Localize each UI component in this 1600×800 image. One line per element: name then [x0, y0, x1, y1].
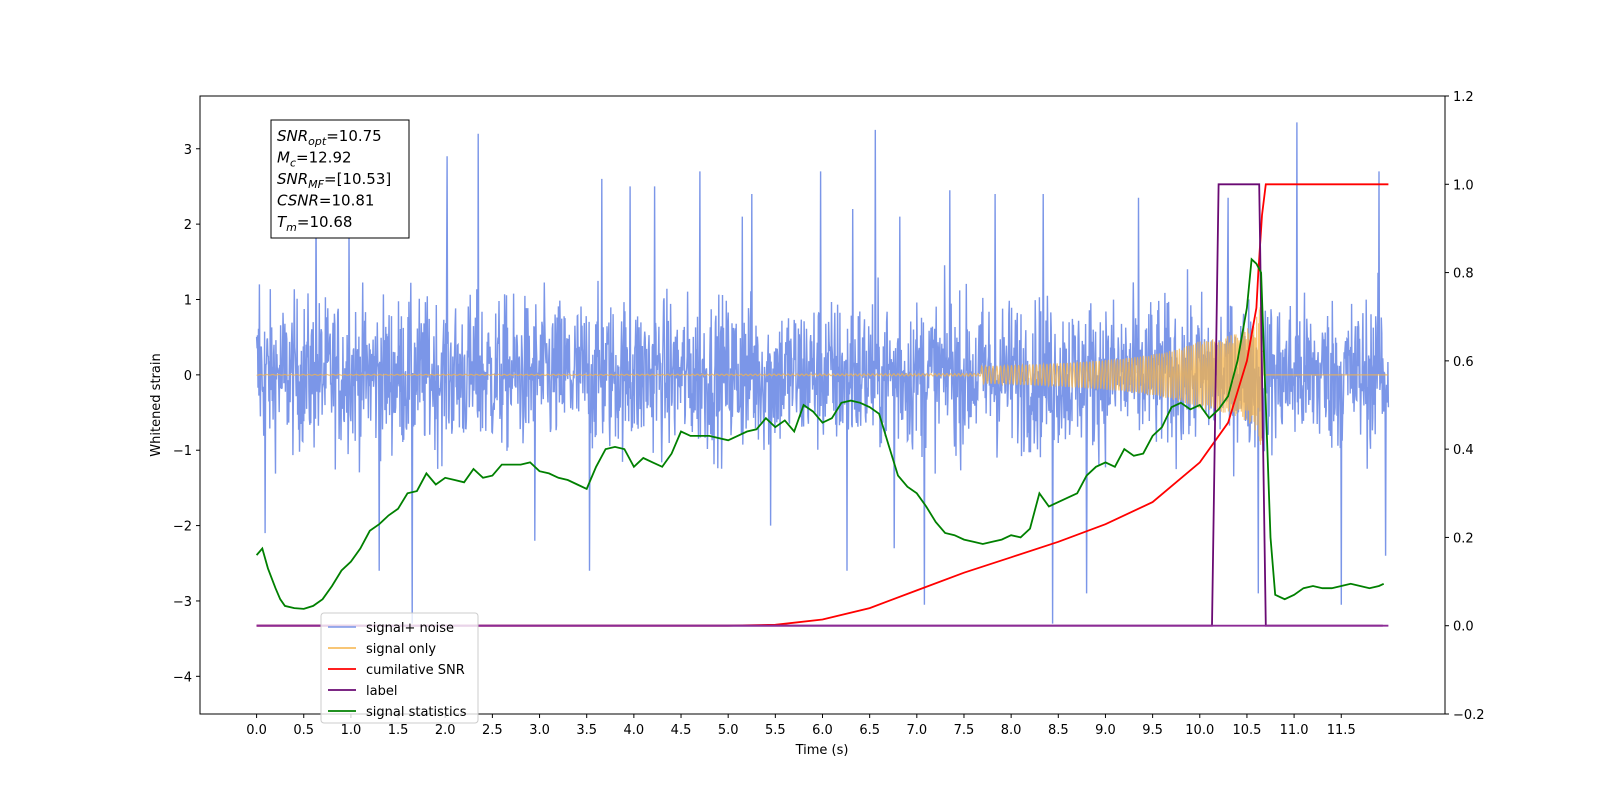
legend-label-label: label: [366, 684, 397, 699]
legend-frame: [320, 612, 479, 724]
x-tick-label: 0.0: [246, 723, 267, 738]
y-axis-label: Whitened strain: [149, 353, 164, 456]
x-tick-label: 9.0: [1095, 723, 1116, 738]
stats-annotation-box: SNRopt=10.75Mc=12.92SNRMF=[10.53]CSNR=10…: [270, 119, 410, 239]
y-tick-label: −2: [173, 520, 192, 535]
x-tick-label: 5.5: [765, 723, 786, 738]
y-tick-label: 3: [184, 143, 192, 158]
x-tick-label: 3.0: [529, 723, 550, 738]
series-signal-only: [256, 302, 1389, 445]
stat-mc: Mc=12.92: [277, 149, 352, 170]
x-tick-label: 7.0: [906, 723, 927, 738]
series-layer: [255, 122, 1390, 627]
legend: signal+ noise signal only cumilative SNR la…: [320, 612, 479, 724]
x-tick-label: 4.5: [671, 723, 692, 738]
x-axis-label: Time (s): [795, 743, 849, 758]
x-tick-label: 1.0: [341, 723, 362, 738]
y-right-tick-label: 0.4: [1453, 443, 1474, 458]
x-tick-label: 11.5: [1327, 723, 1356, 738]
x-tick-label: 5.0: [718, 723, 739, 738]
stat-tm: Tm=10.68: [277, 213, 352, 234]
y-right-tick-label: 0.6: [1453, 355, 1474, 370]
y-right-tick-label: −0.2: [1453, 708, 1485, 723]
x-tick-label: 10.0: [1185, 723, 1214, 738]
y-right-tick-label: 0.8: [1453, 267, 1474, 282]
y-tick-label: −4: [173, 670, 192, 685]
x-axis: 0.0 0.5 1.0 1.5 2.0 2.5 3.0 3.5 4.0 4.5 5.0 5.5 6.0 6…: [246, 714, 1356, 738]
x-tick-label: 3.5: [576, 723, 597, 738]
legend-label-signal-statistics: signal statistics: [366, 705, 467, 720]
y-axis-right: −0.2 0.0 0.2 0.4 0.6 0.8 1.0 1.2: [1445, 90, 1485, 723]
y-right-tick-label: 0.0: [1453, 620, 1474, 635]
x-tick-label: 11.0: [1280, 723, 1309, 738]
stat-csnr: CSNR=10.81: [277, 192, 374, 210]
x-tick-label: 10.5: [1232, 723, 1261, 738]
stat-snr-mf: SNRMF=[10.53]: [277, 170, 391, 191]
x-tick-label: 8.5: [1048, 723, 1069, 738]
x-tick-label: 7.5: [954, 723, 975, 738]
legend-label-signal-noise: signal+ noise: [366, 621, 454, 636]
y-tick-label: −3: [173, 595, 192, 610]
x-tick-label: 6.0: [812, 723, 833, 738]
y-tick-label: 0: [184, 369, 192, 384]
legend-label-cumilative-snr: cumilative SNR: [366, 663, 465, 678]
y-tick-label: −1: [173, 444, 192, 459]
y-tick-label: 2: [184, 218, 192, 233]
y-right-tick-label: 1.0: [1453, 178, 1474, 193]
x-tick-label: 2.5: [482, 723, 503, 738]
x-tick-label: 6.5: [859, 723, 880, 738]
x-tick-label: 8.0: [1001, 723, 1022, 738]
x-tick-label: 9.5: [1142, 723, 1163, 738]
y-tick-label: 1: [184, 293, 192, 308]
y-right-tick-label: 1.2: [1453, 90, 1474, 105]
x-tick-label: 4.0: [624, 723, 645, 738]
legend-label-signal-only: signal only: [366, 642, 436, 657]
x-tick-label: 0.5: [293, 723, 314, 738]
x-tick-label: 1.5: [388, 723, 409, 738]
y-axis-left: −4 −3 −2 −1 0 1 2 3: [173, 143, 200, 685]
series-cumilative-snr: [256, 183, 1389, 627]
series-signal-statistics: [255, 257, 1385, 610]
stat-snr-opt: SNRopt=10.75: [277, 127, 382, 148]
y-right-tick-label: 0.2: [1453, 531, 1474, 546]
x-tick-label: 2.0: [435, 723, 456, 738]
